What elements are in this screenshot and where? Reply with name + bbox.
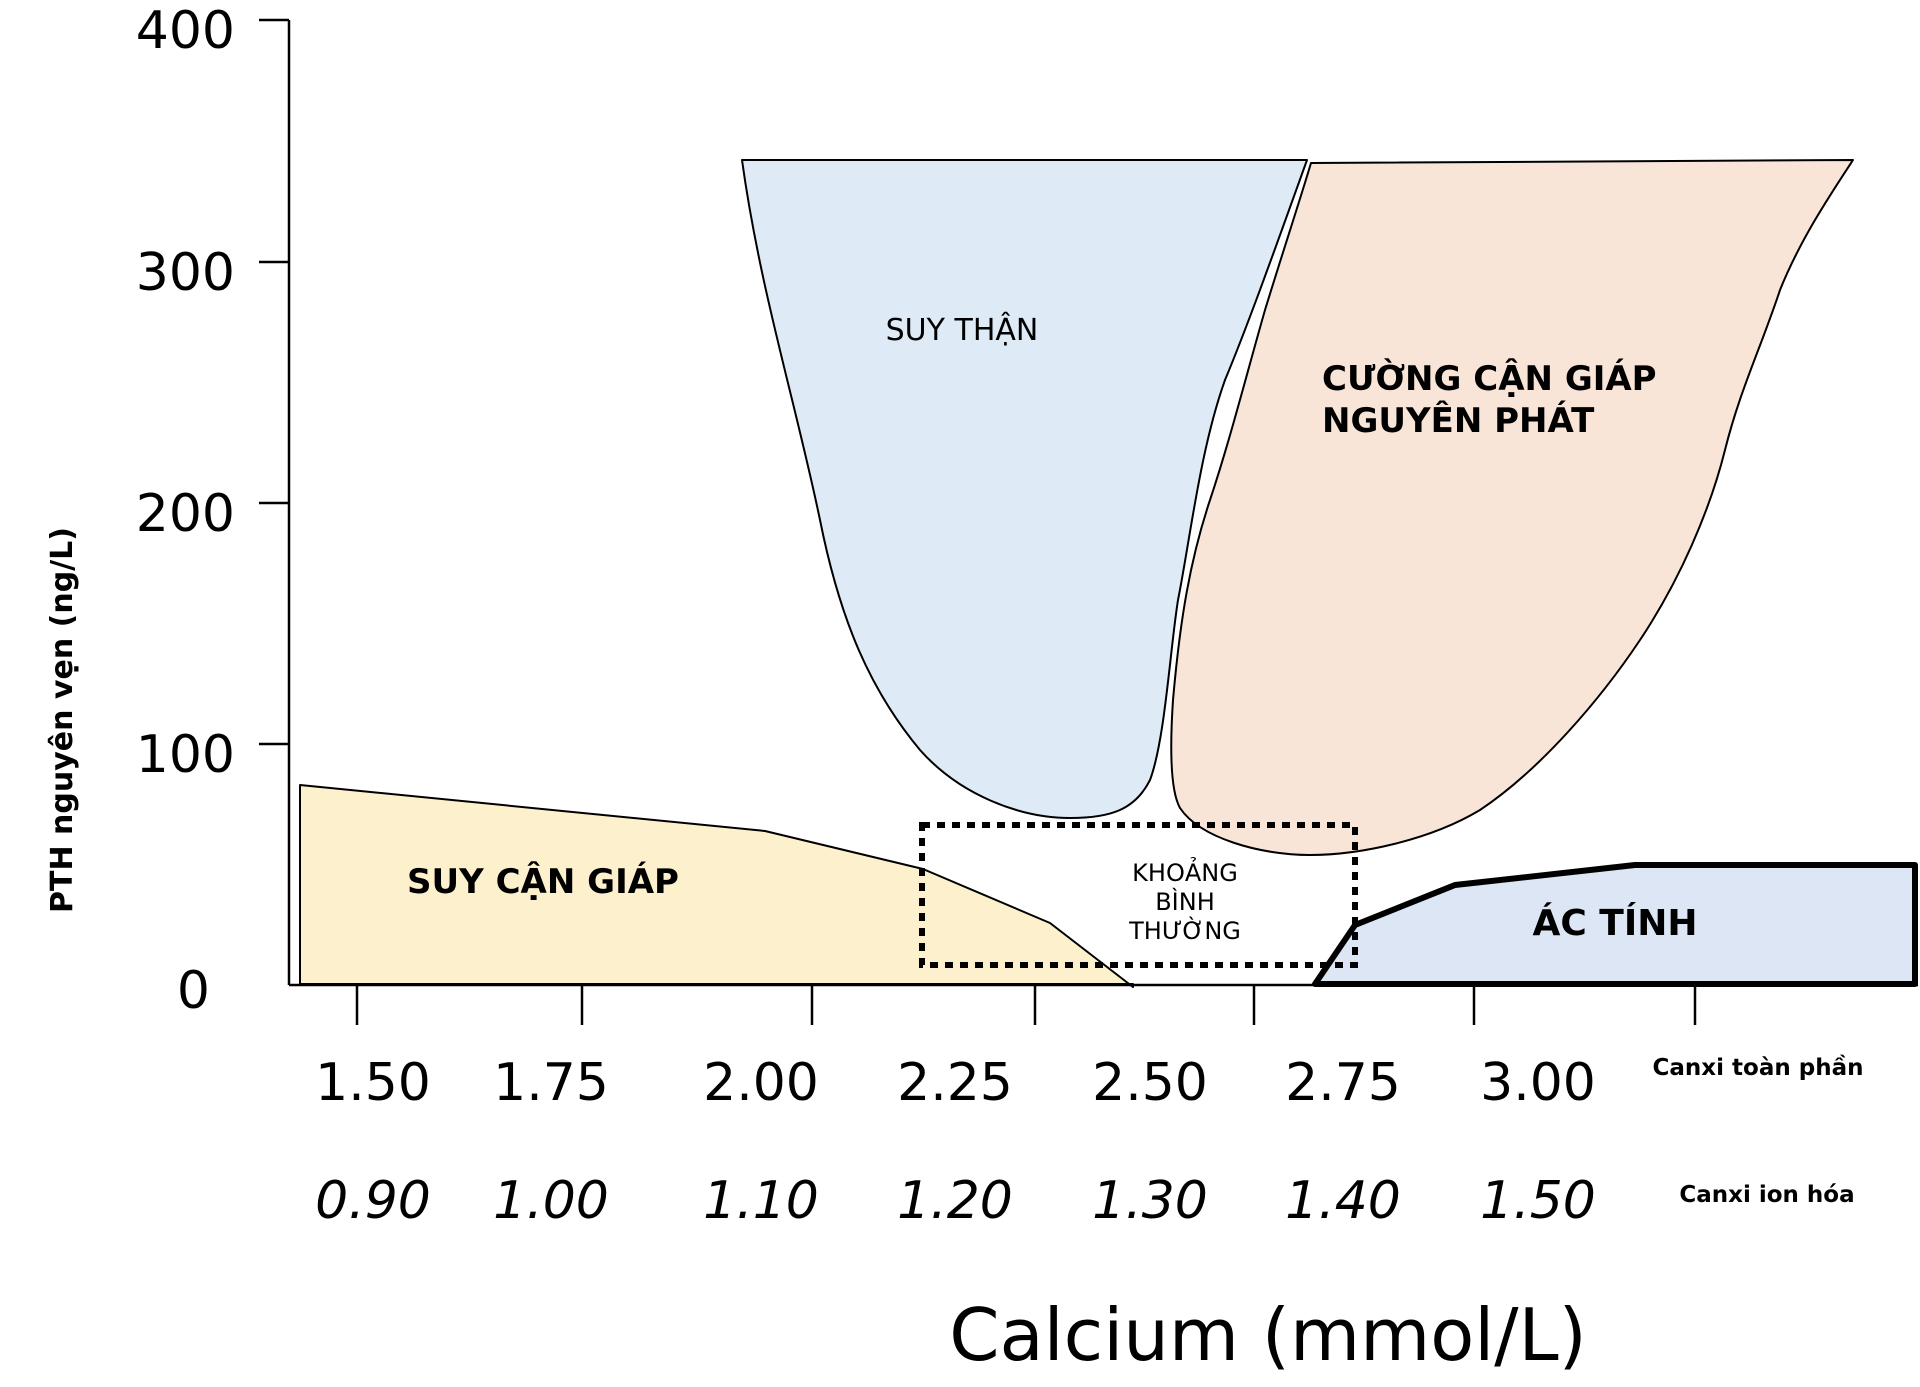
x-tick-label-ionized: 1.00: [493, 1171, 609, 1231]
x-tick-label-total: 2.00: [703, 1053, 819, 1113]
label-renal-failure: SUY THẬN: [886, 312, 1039, 348]
x-tick-label-total: 2.75: [1285, 1053, 1401, 1113]
label-normal-line3: THƯỜNG: [1128, 915, 1241, 945]
x-axis-title: Calcium (mmol/L): [949, 1293, 1587, 1377]
label-normal-line1: KHOẢNG: [1132, 856, 1238, 887]
y-axis-ticks: 400 300 200 100 0: [136, 1, 289, 1021]
label-normal-line2: BÌNH: [1155, 887, 1215, 916]
x-row-label-ionized: Canxi ion hóa: [1679, 1182, 1854, 1208]
y-tick-label: 100: [136, 725, 235, 785]
x-tick-label-total: 1.50: [315, 1053, 431, 1113]
label-hypoparathyroidism: SUY CẬN GIÁP: [407, 861, 679, 902]
x-tick-label-ionized: 1.30: [1092, 1171, 1208, 1231]
y-tick-label: 300: [136, 243, 235, 303]
label-primary-hyperparathyroidism-line1: CƯỜNG CẬN GIÁP: [1322, 358, 1657, 399]
y-tick-label: 0: [177, 961, 210, 1021]
x-tick-label-ionized: 0.90: [315, 1171, 431, 1231]
x-axis-ticks: [355, 985, 1697, 1025]
label-primary-hyperparathyroidism-line2: NGUYÊN PHÁT: [1322, 400, 1595, 441]
region-renal-failure: [741, 159, 1308, 819]
x-row-total-calcium: 1.50 1.75 2.00 2.25 2.50 2.75 3.00 Canxi…: [315, 1053, 1863, 1113]
x-tick-label-total: 2.25: [897, 1053, 1013, 1113]
x-tick-label-ionized: 1.10: [703, 1171, 819, 1231]
x-tick-label-total: 3.00: [1480, 1053, 1596, 1113]
x-tick-label-ionized: 1.20: [897, 1171, 1013, 1231]
y-tick-label: 400: [136, 1, 235, 61]
x-tick-label-total: 1.75: [493, 1053, 609, 1113]
label-malignancy: ÁC TÍNH: [1532, 902, 1697, 944]
x-tick-label-ionized: 1.50: [1480, 1171, 1596, 1231]
region-normal-range: [919, 822, 1358, 968]
x-row-ionized-calcium: 0.90 1.00 1.10 1.20 1.30 1.40 1.50 Canxi…: [315, 1171, 1855, 1231]
region-primary-hyperparathyroidism: [1170, 159, 1854, 856]
x-row-label-total: Canxi toàn phần: [1653, 1054, 1864, 1081]
x-tick-label-total: 2.50: [1092, 1053, 1208, 1113]
x-tick-label-ionized: 1.40: [1285, 1171, 1401, 1231]
y-axis-title: PTH nguyên vẹn (ng/L): [45, 527, 80, 913]
y-tick-label: 200: [136, 484, 235, 544]
